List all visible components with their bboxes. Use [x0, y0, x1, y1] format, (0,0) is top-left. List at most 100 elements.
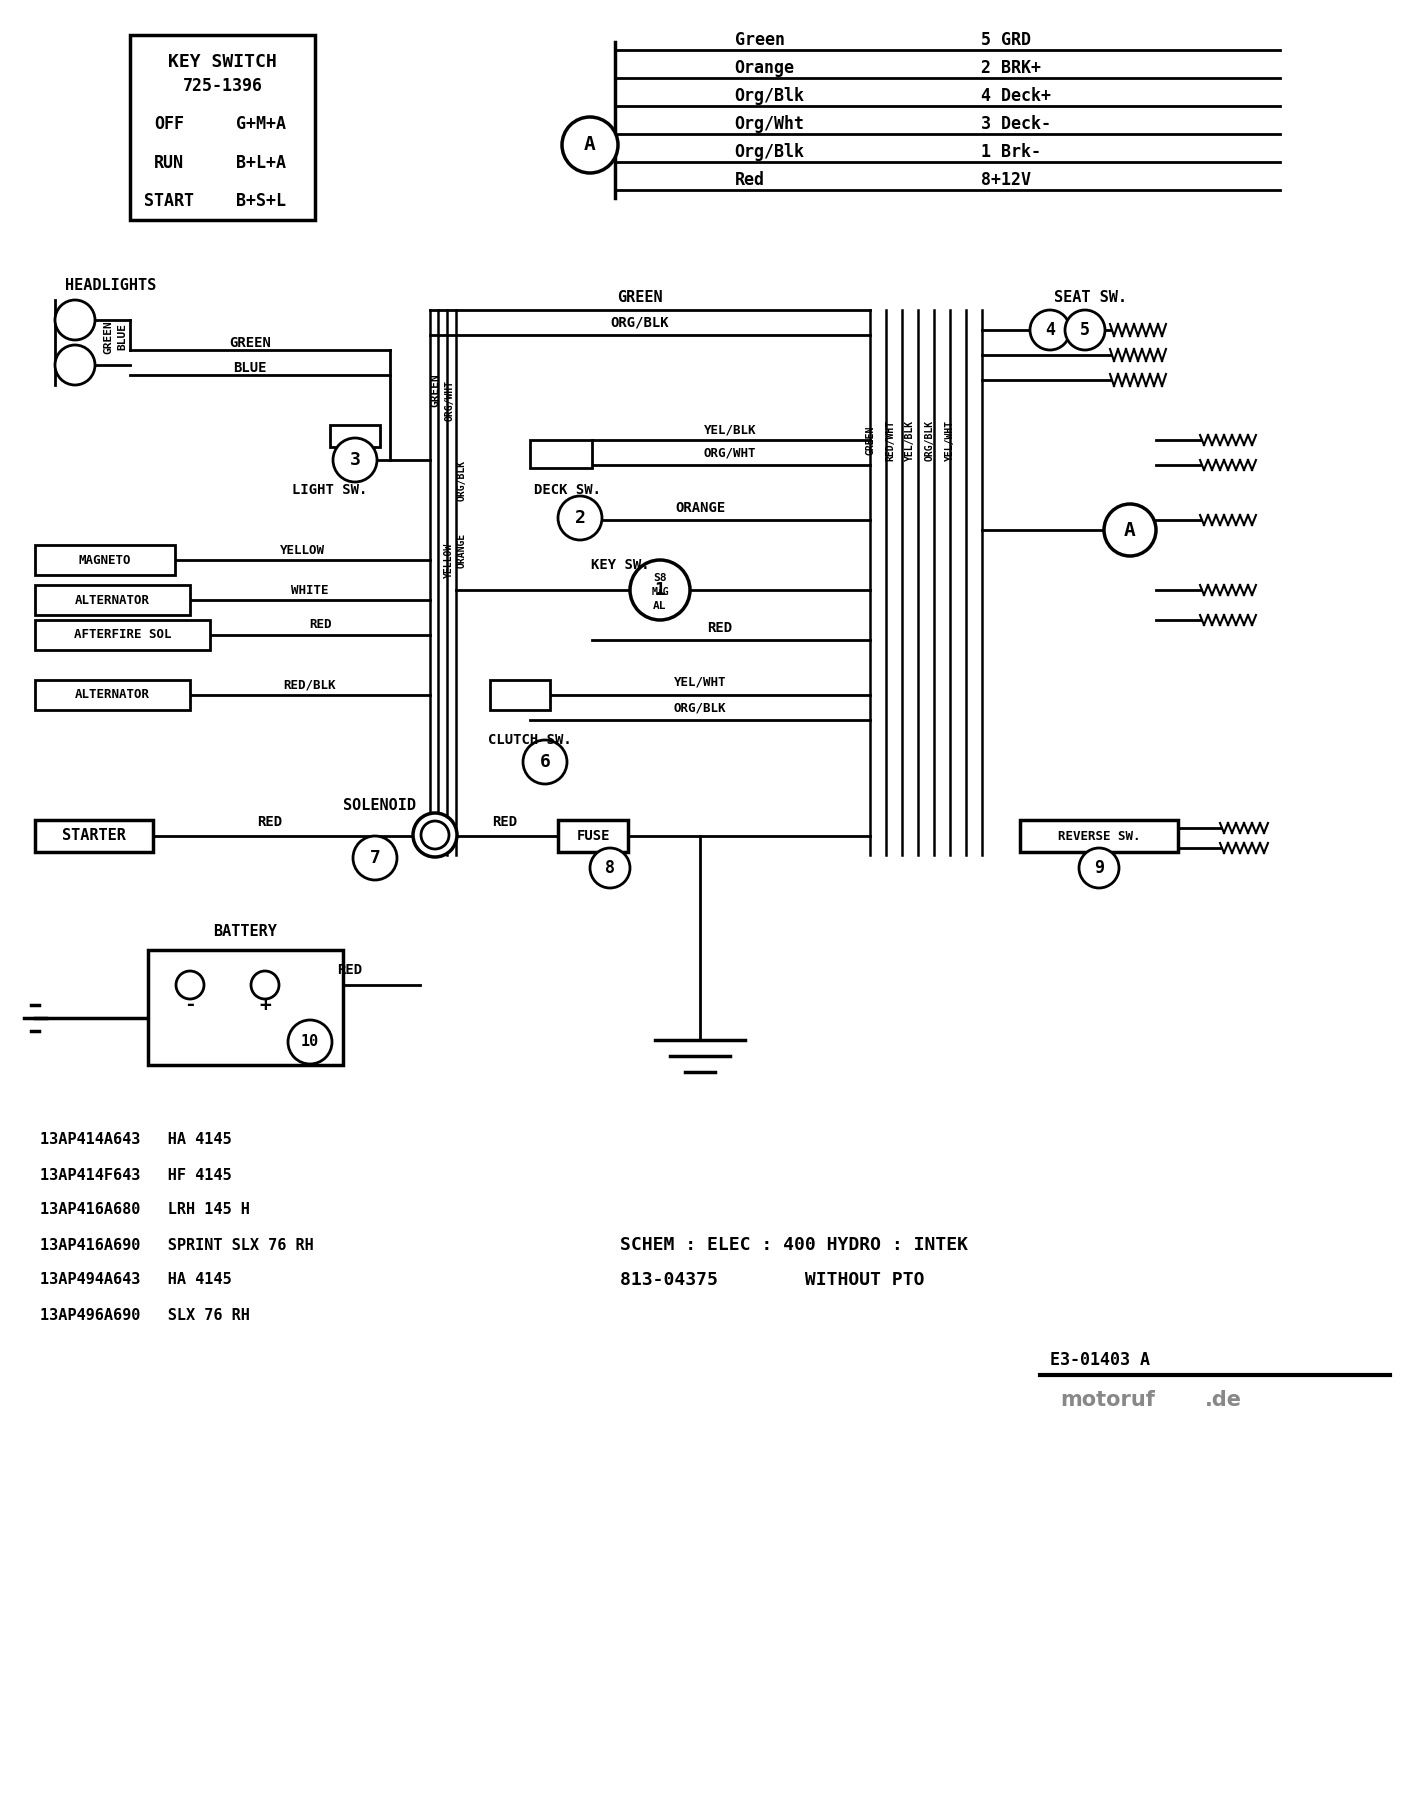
Circle shape: [523, 740, 567, 785]
Text: 5: 5: [1080, 320, 1090, 338]
Text: Org/Blk: Org/Blk: [734, 142, 805, 160]
Text: 4: 4: [1045, 320, 1055, 338]
Text: RUN: RUN: [154, 153, 184, 171]
Text: GREEN: GREEN: [865, 425, 875, 455]
Circle shape: [563, 117, 618, 173]
Circle shape: [56, 301, 96, 340]
Text: YELLOW: YELLOW: [444, 542, 454, 578]
Bar: [36, 545, 176, 574]
Text: GREEN: GREEN: [228, 337, 271, 349]
Circle shape: [353, 835, 397, 880]
Text: DECK SW.: DECK SW.: [534, 482, 601, 497]
Circle shape: [1104, 504, 1157, 556]
Bar: [490, 680, 550, 709]
Circle shape: [176, 970, 204, 999]
Bar: [36, 680, 190, 709]
Text: YEL/BLK: YEL/BLK: [905, 419, 915, 461]
Text: 2 BRK+: 2 BRK+: [981, 59, 1041, 77]
Text: E3-01403 A: E3-01403 A: [1050, 1352, 1150, 1370]
Text: REVERSE SW.: REVERSE SW.: [1058, 830, 1140, 842]
Text: 10: 10: [301, 1035, 318, 1049]
Text: B+S+L: B+S+L: [237, 193, 287, 211]
Circle shape: [590, 848, 630, 887]
Text: Org/Blk: Org/Blk: [734, 86, 805, 104]
Circle shape: [421, 821, 448, 850]
Text: 7: 7: [370, 850, 380, 868]
Text: ORG/WHT: ORG/WHT: [446, 380, 456, 421]
Text: RED/WHT: RED/WHT: [885, 419, 895, 461]
Text: 13AP494A643   HA 4145: 13AP494A643 HA 4145: [40, 1273, 231, 1287]
Text: BLUE: BLUE: [117, 324, 127, 351]
Text: RED: RED: [337, 963, 363, 977]
Text: 13AP414A643   HA 4145: 13AP414A643 HA 4145: [40, 1132, 231, 1148]
Text: Org/Wht: Org/Wht: [734, 115, 805, 133]
Text: 5 GRD: 5 GRD: [981, 31, 1031, 49]
Text: YEL/WHT: YEL/WHT: [945, 419, 955, 461]
Text: OFF: OFF: [154, 115, 184, 133]
Text: 13AP416A680   LRH 145 H: 13AP416A680 LRH 145 H: [40, 1202, 250, 1217]
Text: A: A: [584, 135, 595, 155]
Bar: [1020, 821, 1178, 851]
Text: G+M+A: G+M+A: [237, 115, 287, 133]
Circle shape: [1080, 848, 1120, 887]
Text: KEY SWITCH: KEY SWITCH: [169, 52, 277, 70]
Text: LIGHT SW.: LIGHT SW.: [293, 482, 367, 497]
Text: Green: Green: [734, 31, 785, 49]
Text: 8: 8: [605, 859, 615, 877]
Text: MAGNETO: MAGNETO: [79, 554, 131, 567]
Circle shape: [288, 1021, 331, 1064]
Text: ALTERNATOR: ALTERNATOR: [76, 594, 150, 607]
Text: 13AP496A690   SLX 76 RH: 13AP496A690 SLX 76 RH: [40, 1307, 250, 1323]
Text: YELLOW: YELLOW: [280, 544, 326, 556]
Text: M+G: M+G: [651, 587, 668, 598]
Text: AFTERFIRE SOL: AFTERFIRE SOL: [74, 628, 171, 641]
Text: B+L+A: B+L+A: [237, 153, 287, 171]
Bar: [36, 585, 190, 616]
Circle shape: [1030, 310, 1070, 349]
Text: START: START: [144, 193, 194, 211]
Text: Red: Red: [734, 171, 765, 189]
Text: 725-1396: 725-1396: [183, 77, 263, 95]
Bar: [149, 950, 343, 1066]
Bar: [330, 425, 380, 446]
Circle shape: [333, 437, 377, 482]
Circle shape: [558, 497, 603, 540]
Text: ALTERNATOR: ALTERNATOR: [76, 688, 150, 702]
Text: AL: AL: [653, 601, 667, 610]
Bar: [530, 439, 593, 468]
Text: A: A: [1124, 520, 1135, 540]
Text: S8: S8: [653, 572, 667, 583]
Text: BATTERY: BATTERY: [214, 925, 277, 940]
Text: 1 Brk-: 1 Brk-: [981, 142, 1041, 160]
Text: +: +: [258, 995, 271, 1015]
Text: motoruf: motoruf: [1060, 1390, 1155, 1409]
Text: 813-04375        WITHOUT PTO: 813-04375 WITHOUT PTO: [620, 1271, 924, 1289]
Text: 1: 1: [654, 581, 665, 599]
Bar: [130, 34, 316, 220]
Text: FUSE: FUSE: [577, 830, 610, 842]
Circle shape: [413, 814, 457, 857]
Text: SEAT SW.: SEAT SW.: [1054, 290, 1127, 306]
Text: ORG/WHT: ORG/WHT: [704, 446, 757, 459]
Text: 4 Deck+: 4 Deck+: [981, 86, 1051, 104]
Text: STARTER: STARTER: [61, 828, 126, 844]
Text: 3: 3: [350, 452, 360, 470]
Circle shape: [1065, 310, 1105, 349]
Text: GREEN: GREEN: [103, 320, 113, 355]
Text: ORANGE: ORANGE: [457, 533, 467, 567]
Text: SCHEM : ELEC : 400 HYDRO : INTEK: SCHEM : ELEC : 400 HYDRO : INTEK: [620, 1237, 968, 1255]
Text: SOLENOID: SOLENOID: [344, 797, 417, 812]
Circle shape: [251, 970, 278, 999]
Text: WHITE: WHITE: [291, 583, 328, 596]
Text: RED: RED: [707, 621, 733, 635]
Text: 8+12V: 8+12V: [981, 171, 1031, 189]
Bar: [36, 821, 153, 851]
Text: ORANGE: ORANGE: [675, 500, 725, 515]
Text: 6: 6: [540, 752, 550, 770]
Text: ORG/BLK: ORG/BLK: [925, 419, 935, 461]
Text: .de: .de: [1205, 1390, 1242, 1409]
Text: HEADLIGHTS: HEADLIGHTS: [66, 277, 156, 292]
Text: YEL/WHT: YEL/WHT: [674, 675, 727, 688]
Text: RED: RED: [493, 815, 517, 830]
Text: YEL/BLK: YEL/BLK: [704, 423, 757, 437]
